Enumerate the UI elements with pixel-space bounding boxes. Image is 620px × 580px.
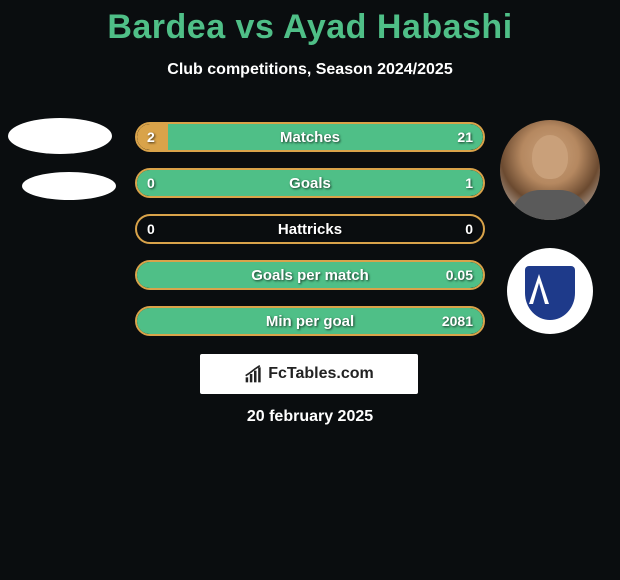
stat-row-goals: 0 Goals 1 xyxy=(135,168,485,198)
stat-right-value: 21 xyxy=(457,129,473,145)
stat-label: Min per goal xyxy=(266,313,354,330)
stat-label: Hattricks xyxy=(278,221,342,238)
chart-icon xyxy=(244,364,264,384)
stat-right-value: 2081 xyxy=(442,313,473,329)
stats-container: 2 Matches 21 0 Goals 1 0 Hattricks 0 Goa… xyxy=(135,122,485,352)
stat-label: Matches xyxy=(280,129,340,146)
stat-row-matches: 2 Matches 21 xyxy=(135,122,485,152)
stat-left-value: 2 xyxy=(147,129,155,145)
stat-row-min-per-goal: Min per goal 2081 xyxy=(135,306,485,336)
stat-label: Goals xyxy=(289,175,331,192)
stat-left-value: 0 xyxy=(147,175,155,191)
player1-photo-placeholder xyxy=(8,118,112,154)
stat-right-value: 0 xyxy=(465,221,473,237)
player2-club-crest xyxy=(507,248,593,334)
stat-row-hattricks: 0 Hattricks 0 xyxy=(135,214,485,244)
page-title: Bardea vs Ayad Habashi xyxy=(0,0,620,47)
stat-left-value: 0 xyxy=(147,221,155,237)
left-player-avatars xyxy=(8,118,116,218)
player1-club-placeholder xyxy=(22,172,116,200)
watermark-text: FcTables.com xyxy=(268,365,374,383)
stat-label: Goals per match xyxy=(251,267,369,284)
stat-right-value: 0.05 xyxy=(446,267,473,283)
right-player-avatars xyxy=(500,120,600,334)
watermark: FcTables.com xyxy=(200,354,418,394)
subtitle: Club competitions, Season 2024/2025 xyxy=(0,61,620,79)
player2-photo xyxy=(500,120,600,220)
stat-row-goals-per-match: Goals per match 0.05 xyxy=(135,260,485,290)
stat-right-value: 1 xyxy=(465,175,473,191)
date: 20 february 2025 xyxy=(0,408,620,426)
